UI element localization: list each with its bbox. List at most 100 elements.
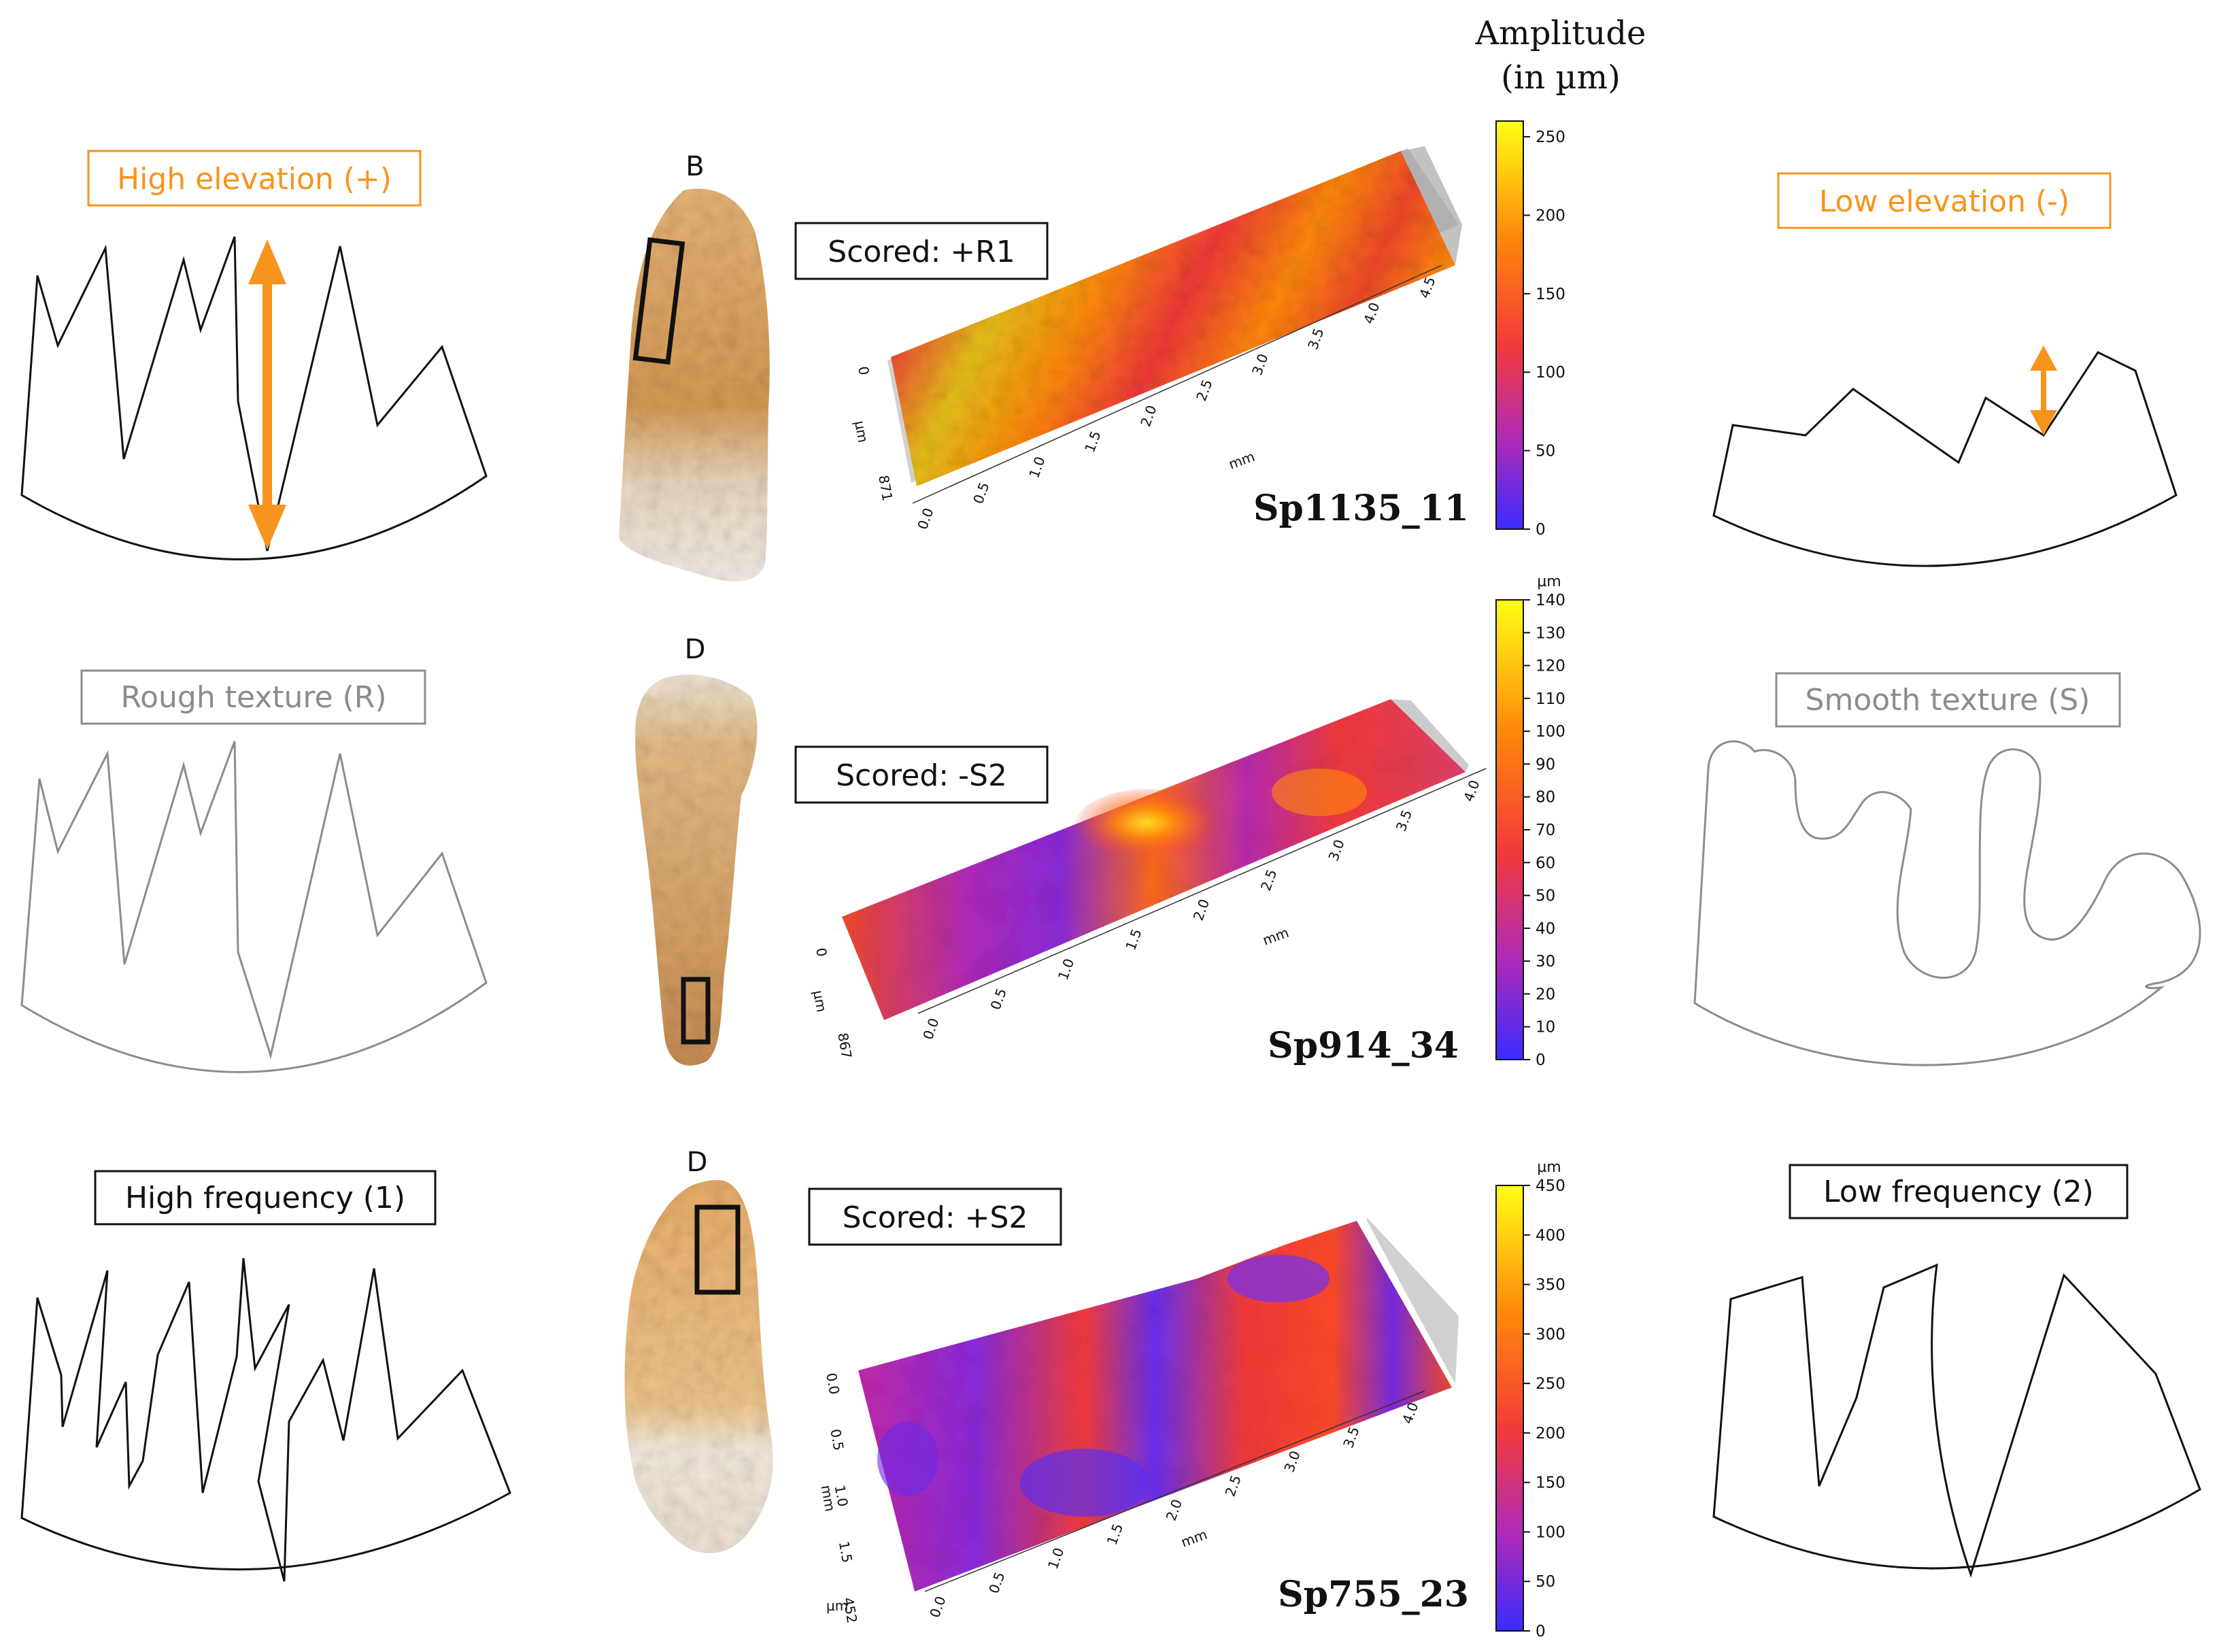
colorbar-2-tick-label: 80: [1536, 789, 1555, 807]
surface-2-highlight: [1074, 789, 1224, 864]
surface-2-x-tick-label: 3.5: [1393, 807, 1415, 833]
colorbar-header-line1: Amplitude: [1475, 14, 1646, 52]
surface-2-side-wall: [1391, 699, 1469, 772]
surface-3-y-tick-label: 1.5: [836, 1540, 856, 1564]
tooth-2-roi-box: [681, 977, 711, 1045]
surface-3-y-tick-label: 0.0: [823, 1372, 843, 1396]
surface-1-x-tick-label: 0.0: [914, 506, 936, 532]
colorbar-3-unit: µm: [1537, 1159, 1561, 1176]
colorbar-2-tick-label: 140: [1536, 592, 1565, 609]
low-frequency-label-box: [1789, 1164, 2129, 1219]
surface-1-x-tick-label: 2.0: [1137, 403, 1159, 428]
surface-1-x-tick-label: 0.5: [970, 480, 992, 506]
sample-2-id: Sp914_34: [1268, 1025, 1459, 1066]
colorbar-3-tick-label: 100: [1536, 1523, 1565, 1541]
smooth-texture-profile: [1693, 740, 2201, 1066]
colorbar-1-tick-label: 0: [1536, 521, 1546, 539]
colorbar-1-tick-label: 200: [1536, 207, 1565, 224]
surface-3-x-tick-label: 1.5: [1104, 1521, 1126, 1547]
colorbar-2-tick-label: 20: [1536, 985, 1555, 1003]
low-elevation-label-box: [1777, 172, 2112, 229]
surface-3-low-spot: [1227, 1255, 1329, 1302]
surface-3-low-spot-3: [877, 1421, 938, 1496]
surface-2-y-tick-label: 867: [834, 1032, 855, 1060]
surface-3-y-tick-label: 1.0: [832, 1484, 851, 1508]
sample-1: B Scored: +R1 0.0 0.5 1.0 1.5 2.0 2.5 3.0 3.5 4.…: [619, 120, 1565, 581]
low-elevation-label: Low elevation (-): [1819, 184, 2069, 219]
surface-2-x-tick-label: 3.0: [1325, 837, 1347, 863]
low-frequency-profile: [1712, 1263, 2201, 1578]
high-frequency-label-box: [94, 1170, 437, 1226]
colorbar-2-tick-label: 60: [1536, 854, 1555, 872]
colorbar-2-tick-label: 100: [1536, 723, 1565, 741]
surface-1-x-tick-label: 1.5: [1081, 428, 1104, 454]
tooth-1-image: [619, 188, 770, 581]
low-elevation-arrow-up-icon: [2030, 345, 2057, 371]
elevation-arrow-down-icon: [248, 505, 286, 550]
rough-texture-label-box: [80, 669, 426, 725]
surface-2-x-tick-label: 0.0: [919, 1016, 942, 1042]
sample-1-score: Scored: +R1: [828, 235, 1015, 269]
surface-1-y-label: µm: [851, 420, 871, 444]
surface-1-x-axis-line: [912, 265, 1442, 504]
colorbar-2-unit: µm: [1537, 573, 1561, 590]
surface-1-x-label: mm: [1227, 448, 1257, 473]
smooth-texture-label-box: [1775, 672, 2121, 728]
surface-1-side-wall: [1401, 146, 1462, 265]
colorbar-2-tick-label: 0: [1536, 1051, 1546, 1069]
surface-3-x-tick-label: 2.5: [1222, 1472, 1244, 1498]
sample-2-score-box: [794, 745, 1049, 804]
surface-3-x-tick-label: 0.5: [985, 1570, 1008, 1596]
sample-1-score-box: [794, 222, 1049, 280]
colorbar-2: [1495, 599, 1524, 1060]
surface-3-low-spot-2: [1020, 1449, 1149, 1517]
colorbar-2-tick-label: 120: [1536, 658, 1565, 675]
colorbar-1-tick-label: 50: [1536, 443, 1555, 460]
surface-2-highlight-2: [1272, 769, 1367, 816]
colorbar-2-tick-label: 110: [1536, 690, 1565, 708]
surface-2-x-label: mm: [1261, 924, 1291, 949]
surface-2-x-tick-label: 2.0: [1190, 897, 1213, 923]
surface-1-y-tick-label: 0: [855, 365, 873, 377]
surface-2-x-tick-label: 1.5: [1122, 926, 1145, 952]
colorbar-3: [1495, 1185, 1524, 1632]
surface-2-x-tick-label: 2.5: [1257, 867, 1280, 893]
surface-3-x-tick-label: 3.0: [1281, 1449, 1303, 1474]
colorbar-3-tick-label: 150: [1536, 1474, 1565, 1492]
concept-smooth-texture: Smooth texture (S): [1693, 672, 2201, 1066]
rough-texture-profile: [20, 741, 488, 1073]
high-frequency-label: High frequency (1): [125, 1181, 405, 1215]
colorbar-1-tick-label: 150: [1536, 286, 1565, 303]
colorbar-1-ticks: 0 50 100 150 200 250: [1523, 129, 1565, 539]
tooth-2-image: [635, 674, 758, 1066]
colorbar-2-ticks: 0 10 20 30 40 50 60 70 80 90 100 110 120 130 140: [1523, 592, 1565, 1069]
sample-2-score: Scored: -S2: [836, 758, 1007, 793]
low-elevation-arrow-down-icon: [2030, 410, 2057, 435]
surface-1-x-tick-label: 2.5: [1193, 377, 1215, 403]
sample-3-score-box: [808, 1187, 1062, 1246]
colorbar-3-ticks: 0 50 100 150 200 250 300 350 400 450: [1523, 1177, 1565, 1640]
colorbar-header: Amplitude (in µm): [1475, 14, 1646, 97]
high-elevation-label-box: [87, 150, 422, 207]
sample-3-id: Sp755_23: [1278, 1574, 1469, 1615]
colorbar-1-tick-label: 100: [1536, 364, 1565, 382]
concept-high-elevation: High elevation (+): [20, 150, 488, 560]
sample-1-id: Sp1135_11: [1253, 488, 1469, 529]
elevation-arrow-up-icon: [248, 239, 286, 284]
colorbar-3-tick-label: 50: [1536, 1573, 1555, 1591]
concept-high-frequency: High frequency (1): [20, 1170, 511, 1582]
concept-low-elevation: Low elevation (-): [1712, 172, 2178, 567]
surface-3-x-tick-label: 2.0: [1163, 1497, 1185, 1523]
colorbar-2-tick-label: 130: [1536, 624, 1565, 642]
colorbar-2-tick-label: 30: [1536, 953, 1555, 971]
colorbar-2-tick-label: 90: [1536, 756, 1555, 773]
sample-3-letter: D: [687, 1147, 708, 1178]
surface-1-y-tick-label: 871: [875, 474, 896, 503]
surface-3-x-tick-label: 1.0: [1045, 1545, 1067, 1571]
surface-2-y-label: µm: [810, 989, 830, 1013]
surface-1-x-tick-label: 1.0: [1026, 454, 1048, 480]
surface-1-x-tick-label: 3.0: [1249, 352, 1271, 377]
colorbar-3-tick-label: 200: [1536, 1425, 1565, 1443]
colorbar-3-tick-label: 400: [1536, 1227, 1565, 1245]
